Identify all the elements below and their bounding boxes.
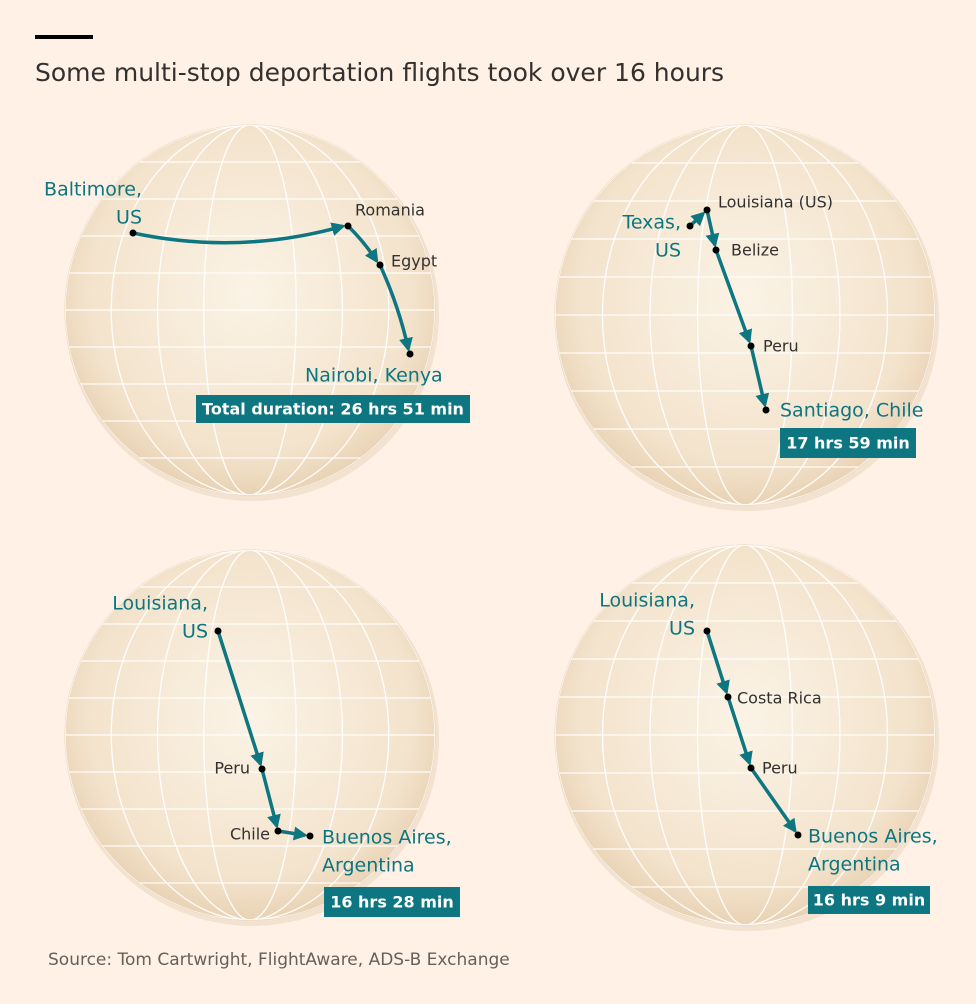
airport-dot [712, 246, 720, 254]
origin-label: US [669, 618, 695, 640]
duration-box [196, 395, 470, 423]
duration-label: Total duration: 26 hrs 51 min [202, 400, 464, 419]
airport-dot [258, 765, 266, 773]
stop-label: Egypt [391, 252, 437, 271]
airport-dot [724, 693, 732, 701]
flight-arrow [749, 766, 797, 834]
destination-label: Argentina [322, 855, 415, 877]
origin-label: US [182, 621, 208, 643]
stop-label: Peru [762, 759, 798, 778]
stop-label: Costa Rica [737, 689, 822, 708]
airport-dot [129, 229, 137, 237]
airport-dot [747, 342, 755, 350]
graticule [555, 125, 935, 505]
graticule [65, 550, 435, 920]
airport-dot [703, 627, 711, 635]
origin-label: Texas, [621, 212, 681, 234]
flight-arrow [346, 224, 379, 264]
stop-label: Romania [355, 201, 425, 220]
flight-arrow [260, 768, 281, 829]
source: Source: Tom Cartwright, FlightAware, ADS… [48, 950, 510, 970]
origin-label: Baltimore, [44, 179, 142, 201]
flight-arrow [378, 264, 413, 352]
flight-arrow [705, 630, 730, 695]
stop-label: Peru [763, 337, 799, 356]
flight-arrow [714, 249, 753, 344]
title: Some multi-stop deportation flights took… [35, 58, 724, 87]
stop-label: Belize [731, 241, 779, 260]
duration-label: 16 hrs 28 min [330, 893, 454, 912]
title-bar [35, 35, 93, 39]
flight-arrow [726, 696, 753, 766]
airport-dot [703, 206, 711, 214]
airport-dot [214, 627, 222, 635]
flight-arrow [132, 222, 346, 245]
duration-box [780, 428, 916, 458]
airport-dot [344, 222, 352, 230]
origin-label: US [116, 207, 142, 229]
airport-dot [686, 222, 694, 230]
duration-label: 17 hrs 59 min [786, 434, 910, 453]
airport-dot [306, 832, 314, 840]
destination-label: Buenos Aires, [322, 827, 452, 849]
destination-label: Nairobi, Kenya [305, 365, 443, 387]
origin-label: Louisiana, [112, 593, 208, 615]
origin-label: US [655, 240, 681, 262]
destination-label: Buenos Aires, [808, 826, 938, 848]
origin-label: Louisiana, [599, 590, 695, 612]
airport-dot [794, 831, 802, 839]
duration-box [324, 887, 460, 917]
destination-label: Argentina [808, 854, 901, 876]
destination-label: Santiago, Chile [780, 400, 923, 422]
stop-label: Peru [214, 759, 250, 778]
airport-dot [274, 827, 282, 835]
stop-label: Louisiana (US) [718, 193, 833, 212]
duration-box [808, 886, 930, 914]
duration-label: 16 hrs 9 min [813, 891, 925, 910]
airport-dot [762, 406, 770, 414]
graticule [555, 545, 935, 925]
graticule [65, 125, 435, 495]
flight-arrow [749, 345, 770, 408]
stop-label: Chile [230, 825, 270, 844]
airport-dot [376, 261, 384, 269]
airport-dot [747, 764, 755, 772]
flight-arrow [216, 630, 264, 767]
globe-map [554, 544, 939, 931]
airport-dot [406, 350, 414, 358]
globe-map [554, 124, 939, 511]
